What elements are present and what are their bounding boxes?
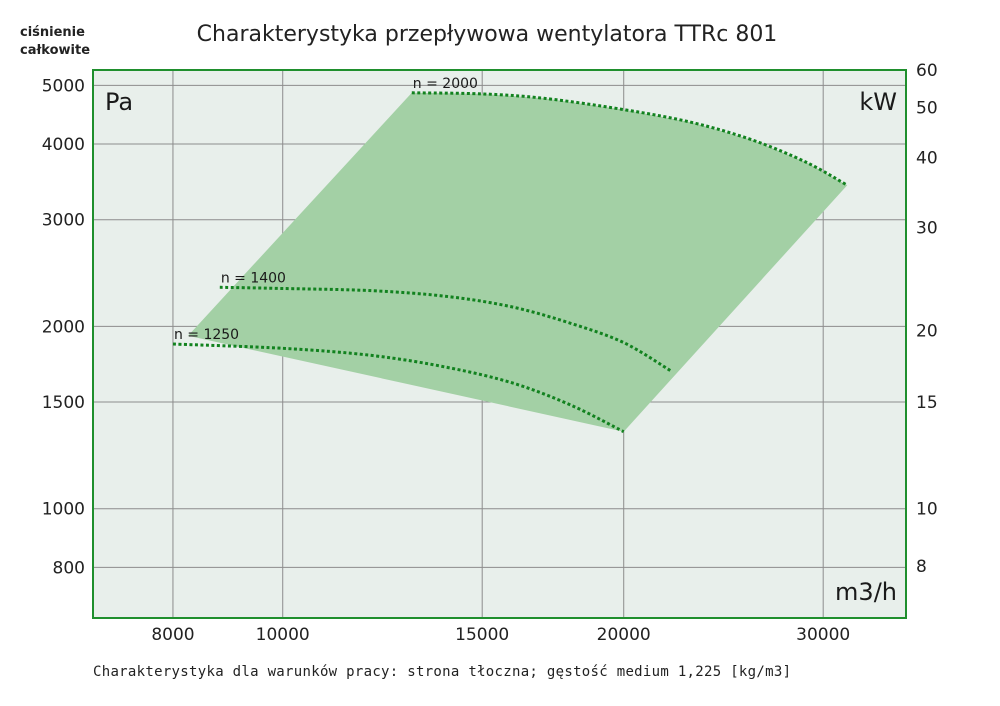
plot-frame [92, 69, 907, 619]
y2-tick-label-60: 60 [916, 61, 938, 81]
x-tick-label-30000: 30000 [796, 625, 850, 645]
y-tick-label-1500: 1500 [42, 393, 85, 413]
y-axis-label: ciśnienie całkowite [20, 25, 90, 58]
y-axis-label-line-1: ciśnienie [20, 25, 85, 40]
footnote: Charakterystyka dla warunków pracy: stro… [93, 664, 791, 680]
x-tick-label-10000: 10000 [256, 625, 310, 645]
y-tick-label-2000: 2000 [42, 317, 85, 337]
y2-axis-ticks: 8 10 15 20 30 40 50 60 [916, 61, 938, 577]
curve-series-1 [411, 91, 848, 187]
y2-tick-label-15: 15 [916, 393, 938, 413]
y2-tick-label-8: 8 [916, 557, 927, 577]
curve-label-series-3: n = 1250 [174, 327, 239, 343]
curve-label-series-1: n = 2000 [413, 76, 478, 92]
curve-label-series-2: n = 1400 [221, 270, 286, 286]
y-tick-label-1000: 1000 [42, 500, 85, 520]
speed-curves: n = 2000 n = 1400 n = 1250 [172, 76, 848, 434]
y2-tick-label-20: 20 [916, 321, 938, 341]
y-axis-ticks: 800 1000 1500 2000 3000 4000 5000 [42, 76, 85, 578]
y2-tick-label-50: 50 [916, 98, 938, 118]
y2-tick-label-10: 10 [916, 500, 938, 520]
x-axis-ticks: 8000 10000 15000 20000 30000 [151, 625, 850, 645]
x-tick-label-8000: 8000 [151, 625, 194, 645]
y-axis-label-line-2: całkowite [20, 43, 90, 58]
operating-area [188, 92, 848, 432]
y-unit-label: Pa [105, 88, 133, 116]
y2-tick-label-40: 40 [916, 149, 938, 169]
curve-series-3 [172, 342, 625, 434]
y2-unit-label: kW [859, 88, 897, 116]
y-tick-label-5000: 5000 [42, 76, 85, 96]
y-tick-label-4000: 4000 [42, 135, 85, 155]
x-unit-label: m3/h [835, 578, 897, 606]
y2-tick-label-30: 30 [916, 219, 938, 239]
y-tick-label-3000: 3000 [42, 211, 85, 231]
x-tick-label-15000: 15000 [455, 625, 509, 645]
y-tick-label-800: 800 [53, 558, 85, 578]
chart-title: Charakterystyka przepływowa wentylatora … [197, 22, 778, 47]
curve-series-2 [219, 285, 672, 372]
x-tick-label-20000: 20000 [597, 625, 651, 645]
